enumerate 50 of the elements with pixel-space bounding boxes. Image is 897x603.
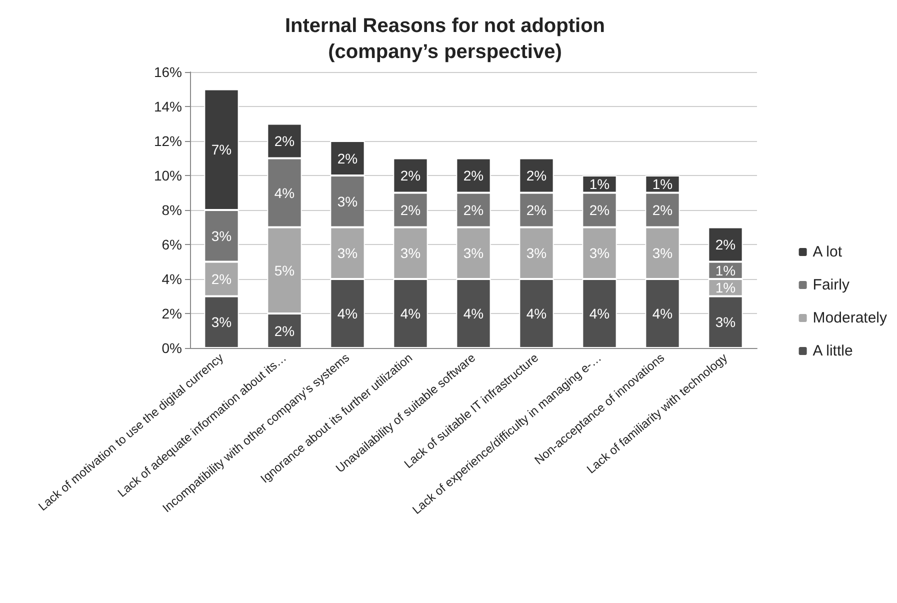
data-label: 3% bbox=[211, 228, 232, 244]
legend-label: A little bbox=[812, 342, 853, 360]
data-label: 3% bbox=[715, 314, 736, 330]
data-label: 2% bbox=[274, 322, 295, 339]
y-tick-label: 4% bbox=[162, 271, 182, 287]
data-label: 2% bbox=[274, 133, 295, 149]
data-label: 2% bbox=[715, 236, 736, 252]
data-label: 2% bbox=[526, 202, 547, 218]
data-label: 4% bbox=[526, 306, 547, 322]
data-label: 1% bbox=[589, 176, 610, 192]
data-label: 4% bbox=[652, 306, 673, 322]
data-label: 3% bbox=[463, 245, 484, 262]
y-tick-label: 2% bbox=[162, 306, 182, 322]
data-label: 3% bbox=[400, 245, 421, 262]
data-label: 2% bbox=[400, 202, 421, 218]
data-label: 3% bbox=[337, 193, 358, 210]
data-label: 2% bbox=[463, 168, 484, 184]
data-label: 4% bbox=[463, 306, 484, 322]
data-label: 2% bbox=[589, 202, 610, 218]
data-label: 3% bbox=[337, 245, 358, 262]
data-label: 4% bbox=[274, 184, 295, 201]
data-label: 3% bbox=[589, 245, 610, 262]
data-label: 3% bbox=[526, 245, 547, 262]
y-tick-label: 6% bbox=[162, 236, 182, 252]
data-label: 5% bbox=[274, 262, 295, 278]
data-label: 3% bbox=[652, 245, 673, 262]
data-label: 3% bbox=[211, 314, 232, 330]
data-label: 4% bbox=[400, 306, 421, 322]
data-label: 4% bbox=[337, 306, 358, 322]
legend-label: A lot bbox=[812, 244, 843, 260]
data-label: 1% bbox=[715, 262, 736, 278]
data-label: 4% bbox=[589, 306, 610, 322]
data-label: 7% bbox=[211, 142, 232, 158]
data-label: 1% bbox=[715, 280, 736, 296]
data-label: 1% bbox=[652, 176, 673, 192]
y-tick-label: 12% bbox=[154, 133, 182, 149]
y-tick-label: 10% bbox=[154, 168, 182, 184]
y-tick-label: 14% bbox=[154, 98, 182, 114]
data-label: 2% bbox=[652, 202, 673, 218]
y-tick-label: 0% bbox=[162, 340, 182, 356]
data-label: 2% bbox=[400, 168, 421, 184]
chart-title: Internal Reasons for not adoption (company’s perspective) bbox=[284, 15, 606, 63]
data-label: 2% bbox=[211, 271, 232, 287]
y-tick-label: 16% bbox=[154, 64, 182, 80]
data-label: 2% bbox=[526, 168, 547, 184]
y-tick-label: 8% bbox=[162, 202, 182, 218]
data-label: 2% bbox=[337, 150, 358, 166]
legend-label: Moderately bbox=[812, 310, 888, 326]
data-label: 2% bbox=[463, 202, 484, 218]
legend-label: Fairly bbox=[812, 276, 850, 294]
